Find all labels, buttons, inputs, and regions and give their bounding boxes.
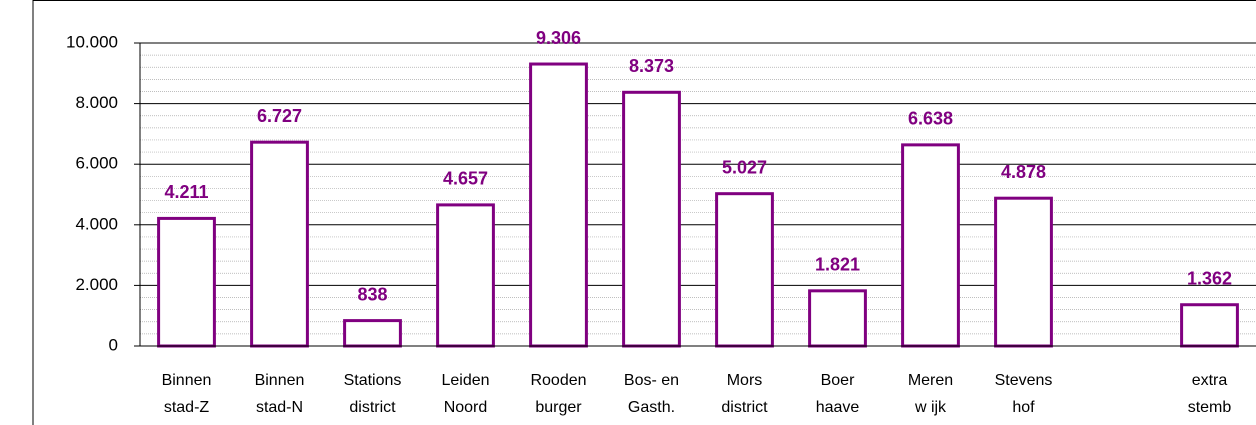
x-tick-label-line: stemb	[1188, 399, 1232, 416]
x-tick-label-line: haave	[816, 399, 860, 416]
y-tick-label: 2.000	[75, 275, 118, 294]
x-tick-label-line: district	[721, 399, 768, 416]
y-tick-label: 8.000	[75, 93, 118, 112]
x-tick-label: Stations district	[344, 372, 402, 416]
value-label: 838	[357, 284, 387, 304]
x-tick-label-line: Boer	[821, 372, 855, 389]
x-tick-label-line: Binnen	[255, 372, 305, 389]
value-label: 6.638	[908, 109, 953, 129]
bar	[808, 289, 867, 348]
x-tick-label-line: Gasth.	[628, 399, 675, 416]
x-tick-label-line: Rooden	[530, 372, 586, 389]
chart-frame	[32, 0, 1256, 425]
bar	[1180, 303, 1239, 348]
x-tick-label: Binnen stad-Z	[162, 372, 212, 416]
x-tick-label-line: stad-Z	[164, 399, 210, 416]
x-tick-label-line: Stevens	[995, 372, 1053, 389]
y-tick-label: 10.000	[66, 32, 118, 51]
value-label: 1.362	[1187, 268, 1232, 288]
value-label: 4.211	[164, 182, 208, 202]
bar	[715, 192, 774, 348]
value-label: 4.657	[443, 169, 488, 189]
value-label: 6.727	[257, 106, 302, 126]
x-tick-label: Leiden Noord	[441, 372, 489, 416]
value-label: 8.373	[629, 56, 674, 76]
x-tick-label: Bos- en Gasth.	[624, 372, 679, 416]
bar	[994, 196, 1053, 348]
x-tick-label-line: stad-N	[256, 399, 303, 416]
x-tick-label-line: Mors	[727, 372, 763, 389]
bar	[343, 319, 402, 348]
x-tick-label-line: Stations	[344, 372, 402, 389]
x-tick-label-line: burger	[535, 399, 582, 416]
x-tick-label: Meren w ijk	[908, 372, 953, 416]
x-tick-label-line: Noord	[444, 399, 488, 416]
y-tick-label: 0	[109, 335, 118, 354]
x-tick-label-line: Meren	[908, 372, 953, 389]
x-tick-label-line: hof	[1012, 399, 1035, 416]
bar	[436, 203, 495, 348]
x-tick-label: Stevens hof	[995, 372, 1053, 416]
x-tick-label-line: district	[349, 399, 396, 416]
x-tick-label: Rooden burger	[530, 372, 586, 416]
value-label: 4.878	[1001, 162, 1046, 182]
x-tick-label: Boer haave	[816, 372, 860, 416]
x-tick-label-line: extra	[1192, 372, 1228, 389]
y-tick-label: 4.000	[75, 214, 118, 233]
x-tick-label-line: Bos- en	[624, 372, 679, 389]
x-tick-label: Binnen stad-N	[255, 372, 305, 416]
bar	[157, 216, 216, 348]
x-tick-label: Mors district	[721, 372, 768, 416]
bar	[529, 62, 588, 348]
bar	[622, 90, 681, 348]
value-label: 1.821	[815, 255, 860, 275]
bar	[901, 143, 960, 348]
value-label: 5.027	[722, 157, 767, 177]
x-tick-label: extra stemb	[1188, 372, 1232, 416]
x-tick-label-line: Binnen	[162, 372, 212, 389]
x-tick-label-line: Leiden	[441, 372, 489, 389]
bar	[250, 140, 309, 348]
y-tick-label: 6.000	[75, 154, 118, 173]
value-label: 9.306	[536, 28, 581, 48]
x-tick-label-line: w ijk	[914, 399, 947, 416]
